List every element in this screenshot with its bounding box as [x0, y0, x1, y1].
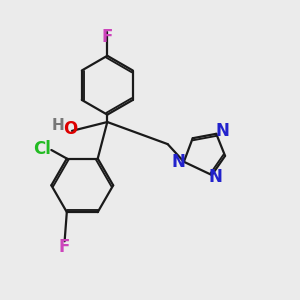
Text: N: N	[215, 122, 229, 140]
Text: H: H	[52, 118, 64, 133]
Text: N: N	[208, 168, 222, 186]
Text: N: N	[172, 153, 185, 171]
Text: Cl: Cl	[33, 140, 51, 158]
Text: O: O	[63, 120, 77, 138]
Text: F: F	[102, 28, 113, 46]
Text: F: F	[59, 238, 70, 256]
